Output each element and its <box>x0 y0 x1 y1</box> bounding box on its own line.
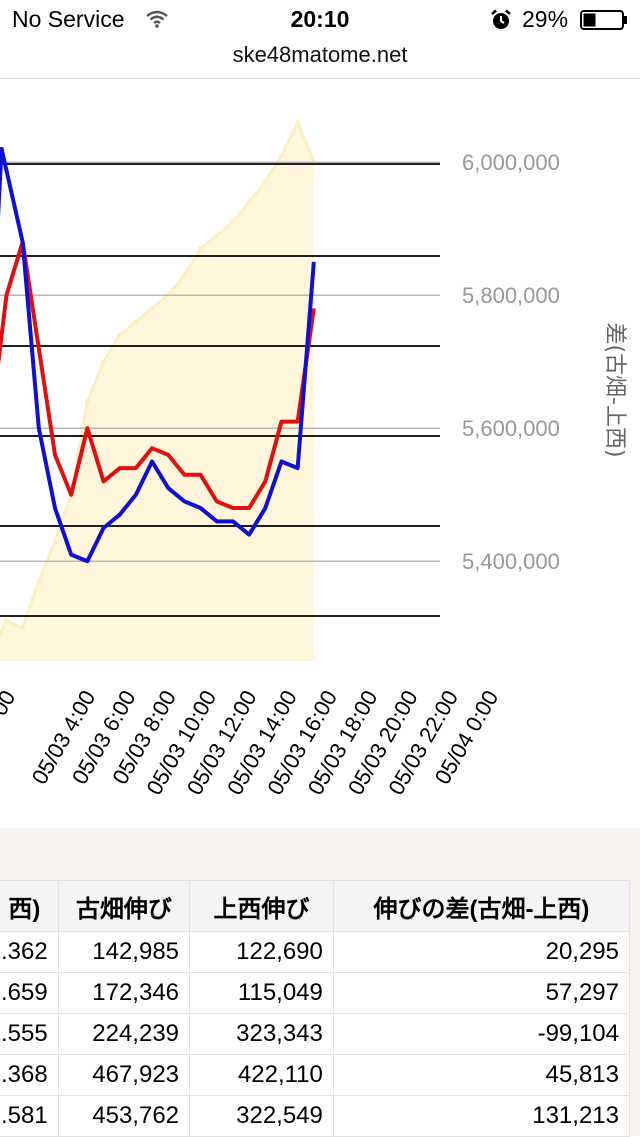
table-cell: 172,346 <box>57 972 191 1014</box>
clock: 20:10 <box>290 6 350 32</box>
table-row: .368 467,923 422,110 45,813 <box>0 1054 631 1096</box>
table-row: .659 172,346 115,049 57,297 <box>0 972 631 1014</box>
header-growth-difference: 伸びの差(古畑-上西) <box>332 880 631 932</box>
area-point <box>278 153 284 159</box>
area-point <box>262 179 268 185</box>
table-cell: 57,297 <box>332 972 631 1014</box>
battery-percent: 29% <box>522 6 569 32</box>
area-point <box>181 272 187 278</box>
y-tick-label: 5,600,000 <box>462 416 560 441</box>
blue-series-line <box>0 146 316 564</box>
table-cell: 467,923 <box>57 1054 191 1096</box>
header-partial: 西) <box>0 880 59 932</box>
table-header-row: 西) 古畑伸び 上西伸び 伸びの差(古畑-上西) <box>0 880 631 932</box>
url-text: ske48matome.net <box>232 42 408 67</box>
header-kasai-growth: 上西伸び <box>189 880 334 932</box>
table-row: .362 142,985 122,690 20,295 <box>0 931 631 973</box>
area-point <box>0 631 3 637</box>
table-cell: 131,213 <box>332 1095 631 1137</box>
area-point <box>84 399 90 405</box>
area-point <box>149 306 155 312</box>
url-bar[interactable]: ske48matome.net <box>0 40 640 79</box>
area-point <box>117 332 123 338</box>
table-cell: 422,110 <box>189 1054 334 1096</box>
y-axis-title: 差(古畑-上西) <box>602 322 627 457</box>
area-point <box>36 578 42 584</box>
data-table: 西) 古畑伸び 上西伸び 伸びの差(古畑-上西) .362 142,985 12… <box>0 880 631 1137</box>
table-section: 西) 古畑伸び 上西伸び 伸びの差(古畑-上西) .362 142,985 12… <box>0 828 640 1137</box>
table-cell: 322,549 <box>189 1095 334 1137</box>
area-point <box>133 319 139 325</box>
table-cell: 122,690 <box>189 931 334 973</box>
y-tick-label: 6,000,000 <box>462 150 560 175</box>
table-cell: 115,049 <box>189 972 334 1014</box>
table-row: .581 453,762 322,549 131,213 <box>0 1095 631 1137</box>
alarm-icon <box>490 9 512 36</box>
table-cell: .362 <box>0 931 59 973</box>
area-point <box>101 359 107 365</box>
area-point <box>214 232 220 238</box>
table-cell: -99,104 <box>332 1013 631 1055</box>
table-row: .555 224,239 323,343 -99,104 <box>0 1013 631 1055</box>
table-cell: .368 <box>0 1054 59 1096</box>
y-tick-label: 5,400,000 <box>462 549 560 574</box>
carrier-label: No Service <box>12 6 125 32</box>
header-furuhata-growth: 古畑伸び <box>57 880 191 932</box>
area-point <box>3 618 9 624</box>
area-point <box>52 538 58 544</box>
area-point <box>198 246 204 252</box>
table-cell: 224,239 <box>57 1013 191 1055</box>
red-series-line <box>0 240 316 511</box>
table-cell: .659 <box>0 972 59 1014</box>
line-chart: 5,400,000 5,600,000 5,800,000 6,000,000 差(古畑… <box>0 118 627 799</box>
y-tick-label: 5,800,000 <box>462 283 560 308</box>
area-point <box>246 199 252 205</box>
table-cell: .555 <box>0 1013 59 1055</box>
table-cell: 142,985 <box>57 931 191 973</box>
table-cell: 323,343 <box>189 1013 334 1055</box>
x-tick-label-partial: 00 <box>0 686 20 720</box>
area-point <box>230 219 236 225</box>
battery-icon <box>580 10 628 35</box>
table-cell: 20,295 <box>332 931 631 973</box>
table-cell: 45,813 <box>332 1054 631 1096</box>
table-cell: 453,762 <box>57 1095 191 1137</box>
table-cell: .581 <box>0 1095 59 1137</box>
area-point <box>295 119 301 125</box>
wifi-icon <box>146 10 168 33</box>
status-bar: No Service 20:10 29% <box>0 0 640 40</box>
area-point <box>20 625 26 631</box>
